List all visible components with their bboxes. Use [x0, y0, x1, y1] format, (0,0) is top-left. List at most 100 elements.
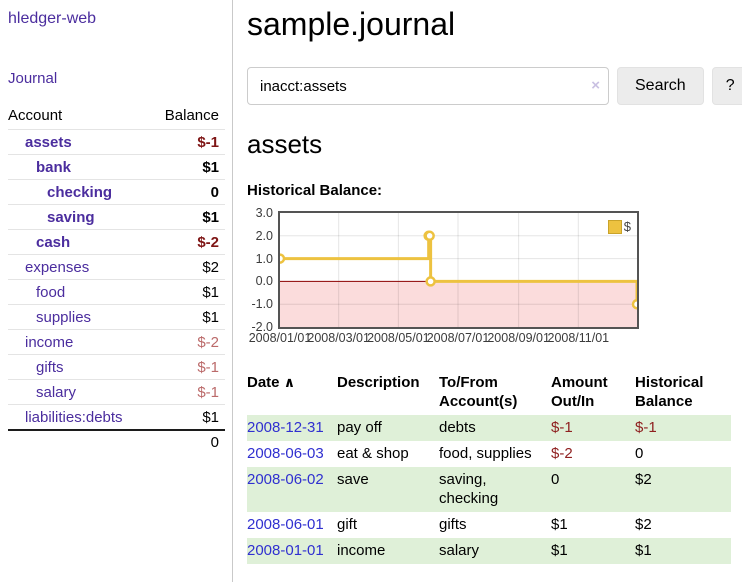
brand-link[interactable]: hledger-web — [8, 10, 97, 27]
transaction-date-link[interactable]: 2008-06-01 — [247, 516, 324, 533]
help-button[interactable]: ? — [711, 67, 742, 105]
account-row: assets $-1 — [8, 129, 225, 154]
clear-search-icon[interactable]: × — [591, 77, 600, 94]
sidebar-account-link[interactable]: liabilities:debts — [25, 408, 123, 426]
y-axis-tick-label: -1.0 — [251, 297, 273, 312]
search-button[interactable]: Search — [617, 67, 704, 105]
sidebar-account-link[interactable]: food — [36, 283, 66, 301]
search-bar: × Search ? — [247, 67, 742, 105]
sort-ascending-icon: ∧ — [283, 374, 296, 390]
account-row: food $1 — [8, 279, 225, 304]
chart-legend: $ — [605, 218, 633, 235]
sidebar-account-link[interactable]: checking — [47, 183, 113, 201]
transaction-description: income — [337, 542, 386, 559]
sidebar-account-link[interactable]: cash — [36, 233, 71, 251]
balance-chart[interactable]: 3.0 2.0 1.0 0.0 -1.0 -2.0 $ 2008/01/01 2008/03… — [247, 207, 667, 348]
sidebar-account-link[interactable]: bank — [36, 158, 72, 176]
account-balance: $1 — [202, 308, 219, 326]
account-balance: $-2 — [197, 233, 219, 251]
sidebar-account-link[interactable]: supplies — [36, 308, 92, 326]
transaction-amount: $-1 — [551, 419, 573, 436]
y-axis-tick-label: 0.0 — [255, 274, 273, 289]
main-content: sample.journal × Search ? assets Histori… — [233, 0, 742, 582]
y-axis-tick-label: 3.0 — [255, 206, 273, 220]
transaction-accounts: saving, checking — [439, 471, 499, 507]
register-row: 2008-06-01 gift gifts $1 $2 — [247, 512, 731, 538]
account-balance: $-1 — [197, 133, 219, 151]
date-column-header[interactable]: Date ∧ — [247, 374, 296, 391]
legend-label: $ — [623, 219, 631, 234]
transaction-accounts: salary — [439, 542, 480, 559]
transaction-accounts: gifts — [439, 516, 467, 533]
accounts-table: Account Balance assets $-1 bank $1 checking 0… — [8, 104, 225, 451]
sidebar-account-link[interactable]: assets — [25, 133, 72, 151]
transaction-date-link[interactable]: 2008-06-03 — [247, 445, 324, 462]
account-balance: $1 — [202, 208, 219, 226]
sidebar: hledger-web Journal Account Balance asse… — [0, 0, 233, 582]
account-balance: $-1 — [197, 358, 219, 376]
transaction-balance: $-1 — [635, 419, 657, 436]
sidebar-account-link[interactable]: expenses — [25, 258, 90, 276]
account-heading: assets — [247, 129, 323, 159]
account-balance: $-2 — [197, 333, 219, 351]
amount-column-header: Amount Out/In — [551, 374, 608, 410]
transaction-description: pay off — [337, 419, 382, 436]
register-header-row: Date ∧ Description To/From Account(s) Am… — [247, 370, 731, 415]
chart-title: Historical Balance: — [247, 182, 383, 199]
register-table: Date ∧ Description To/From Account(s) Am… — [247, 370, 731, 564]
x-axis-tick-label: 2008/09/01 — [487, 331, 550, 345]
search-input[interactable] — [247, 67, 609, 105]
sidebar-account-link[interactable]: gifts — [36, 358, 64, 376]
transaction-amount: $1 — [551, 542, 568, 559]
transaction-date-link[interactable]: 2008-12-31 — [247, 419, 324, 436]
account-row: expenses $2 — [8, 254, 225, 279]
account-balance: $1 — [202, 283, 219, 301]
tofrom-column-header: To/From Account(s) — [439, 374, 518, 410]
y-axis-tick-label: -2.0 — [251, 320, 273, 334]
x-axis-tick-label: 2008/01/01 — [248, 331, 312, 345]
x-axis-tick-label: 2008/11/01 — [547, 331, 610, 345]
account-row: supplies $1 — [8, 304, 225, 329]
accounts-table-header: Account Balance — [8, 104, 225, 129]
sidebar-account-link[interactable]: income — [25, 333, 74, 351]
transaction-description: save — [337, 471, 369, 488]
x-axis-tick-label: 2008/07/01 — [426, 331, 490, 345]
page-title: sample.journal — [247, 6, 456, 42]
sidebar-account-link[interactable]: saving — [47, 208, 95, 226]
transaction-description: gift — [337, 516, 358, 533]
transaction-balance: $2 — [635, 516, 652, 533]
description-column-header: Description — [337, 374, 420, 391]
account-balance: $1 — [202, 158, 219, 176]
y-axis-tick-label: 2.0 — [255, 228, 273, 243]
account-balance: 0 — [210, 183, 219, 201]
transaction-date-link[interactable]: 2008-01-01 — [247, 542, 324, 559]
register-row: 2008-06-02 save saving, checking 0 $2 — [247, 467, 731, 512]
chart-canvas — [280, 213, 637, 327]
y-axis-tick-label: 1.0 — [255, 251, 273, 266]
register-row: 2008-12-31 pay off debts $-1 $-1 — [247, 415, 731, 441]
sidebar-account-link[interactable]: salary — [36, 383, 77, 401]
account-row: saving $1 — [8, 204, 225, 229]
transaction-amount: $-2 — [551, 445, 573, 462]
transaction-date-link[interactable]: 2008-06-02 — [247, 471, 324, 488]
legend-swatch-icon — [607, 219, 622, 234]
transaction-accounts: debts — [439, 419, 476, 436]
x-axis: 2008/01/01 2008/03/01 2008/05/01 2008/07/01… — [247, 331, 667, 348]
register-row: 2008-01-01 income salary $1 $1 — [247, 538, 731, 564]
transaction-accounts: food, supplies — [439, 445, 532, 462]
account-row: income $-2 — [8, 329, 225, 354]
account-row: liabilities:debts $1 — [8, 404, 225, 429]
register-row: 2008-06-03 eat & shop food, supplies $-2 0 — [247, 441, 731, 467]
accounts-col-header: Account — [8, 107, 63, 124]
account-row: salary $-1 — [8, 379, 225, 404]
transaction-balance: $2 — [635, 471, 652, 488]
accounts-total: 0 — [8, 429, 225, 451]
transaction-balance: 0 — [635, 445, 644, 462]
account-row: checking 0 — [8, 179, 225, 204]
plot-area[interactable]: $ — [278, 211, 639, 329]
nav-journal-link[interactable]: Journal — [8, 70, 58, 87]
x-axis-tick-label: 2008/03/01 — [307, 331, 370, 345]
account-balance: $2 — [202, 258, 219, 276]
balance-col-header: Balance — [164, 107, 219, 124]
